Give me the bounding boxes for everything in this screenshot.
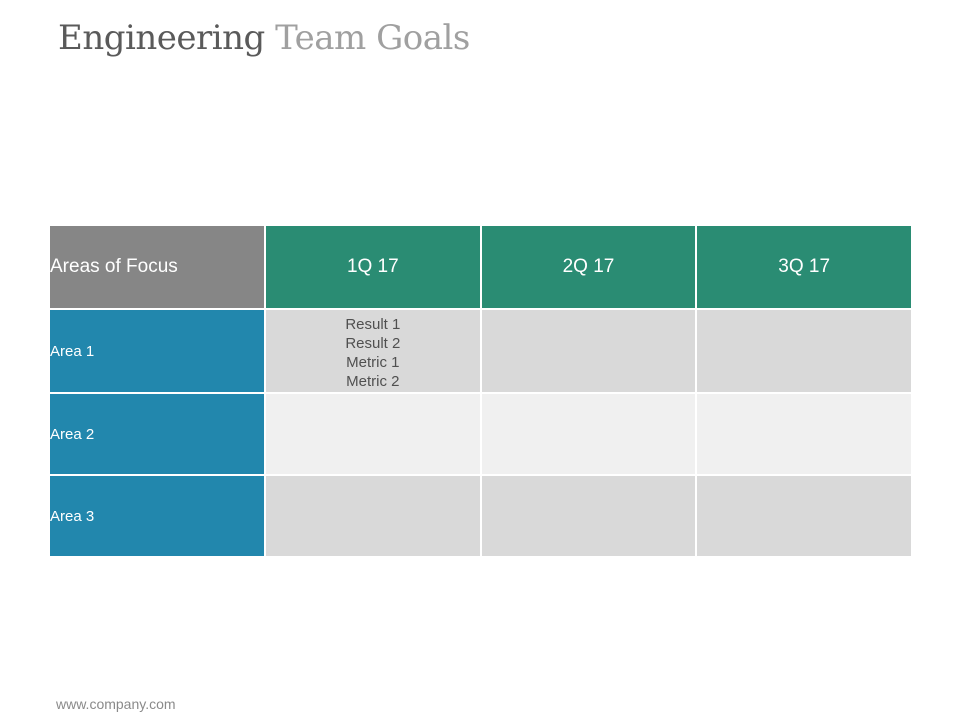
goal-cell: [479, 308, 698, 394]
areas-of-focus-header: Areas of Focus: [48, 224, 266, 310]
footer-url: www.company.com: [56, 696, 176, 712]
goal-cell-lines: Result 1 Result 2 Metric 1 Metric 2: [266, 310, 480, 391]
title-primary: Engineering: [58, 18, 265, 58]
table-header-row: Areas of Focus 1Q 17 2Q 17 3Q 17: [48, 224, 913, 310]
goal-cell: [695, 392, 913, 476]
title-secondary: Team Goals: [275, 18, 470, 58]
goal-cell: [479, 474, 698, 558]
area-label: Area 1: [48, 308, 266, 394]
goal-item: Result 1: [345, 316, 401, 333]
goals-table: Areas of Focus 1Q 17 2Q 17 3Q 17 Area 1 …: [48, 224, 913, 558]
goal-cell: [695, 308, 913, 394]
goal-item: Metric 2: [346, 373, 400, 390]
area-label: Area 2: [48, 392, 266, 476]
quarter-header-1q17: 1Q 17: [264, 224, 482, 310]
goal-cell: [479, 392, 698, 476]
area-label: Area 3: [48, 474, 266, 558]
quarter-header-2q17: 2Q 17: [479, 224, 698, 310]
table-row: Area 1 Result 1 Result 2 Metric 1 Metric…: [48, 308, 913, 394]
goal-item: Result 2: [345, 335, 401, 352]
goal-cell: [264, 474, 482, 558]
table-row: Area 3: [48, 474, 913, 558]
goal-cell: [264, 392, 482, 476]
quarter-header-3q17: 3Q 17: [695, 224, 913, 310]
goal-item: Metric 1: [346, 354, 400, 371]
slide-title: Engineering Team Goals: [58, 16, 470, 60]
table-row: Area 2: [48, 392, 913, 476]
goal-cell: Result 1 Result 2 Metric 1 Metric 2: [264, 308, 482, 394]
goal-cell: [695, 474, 913, 558]
